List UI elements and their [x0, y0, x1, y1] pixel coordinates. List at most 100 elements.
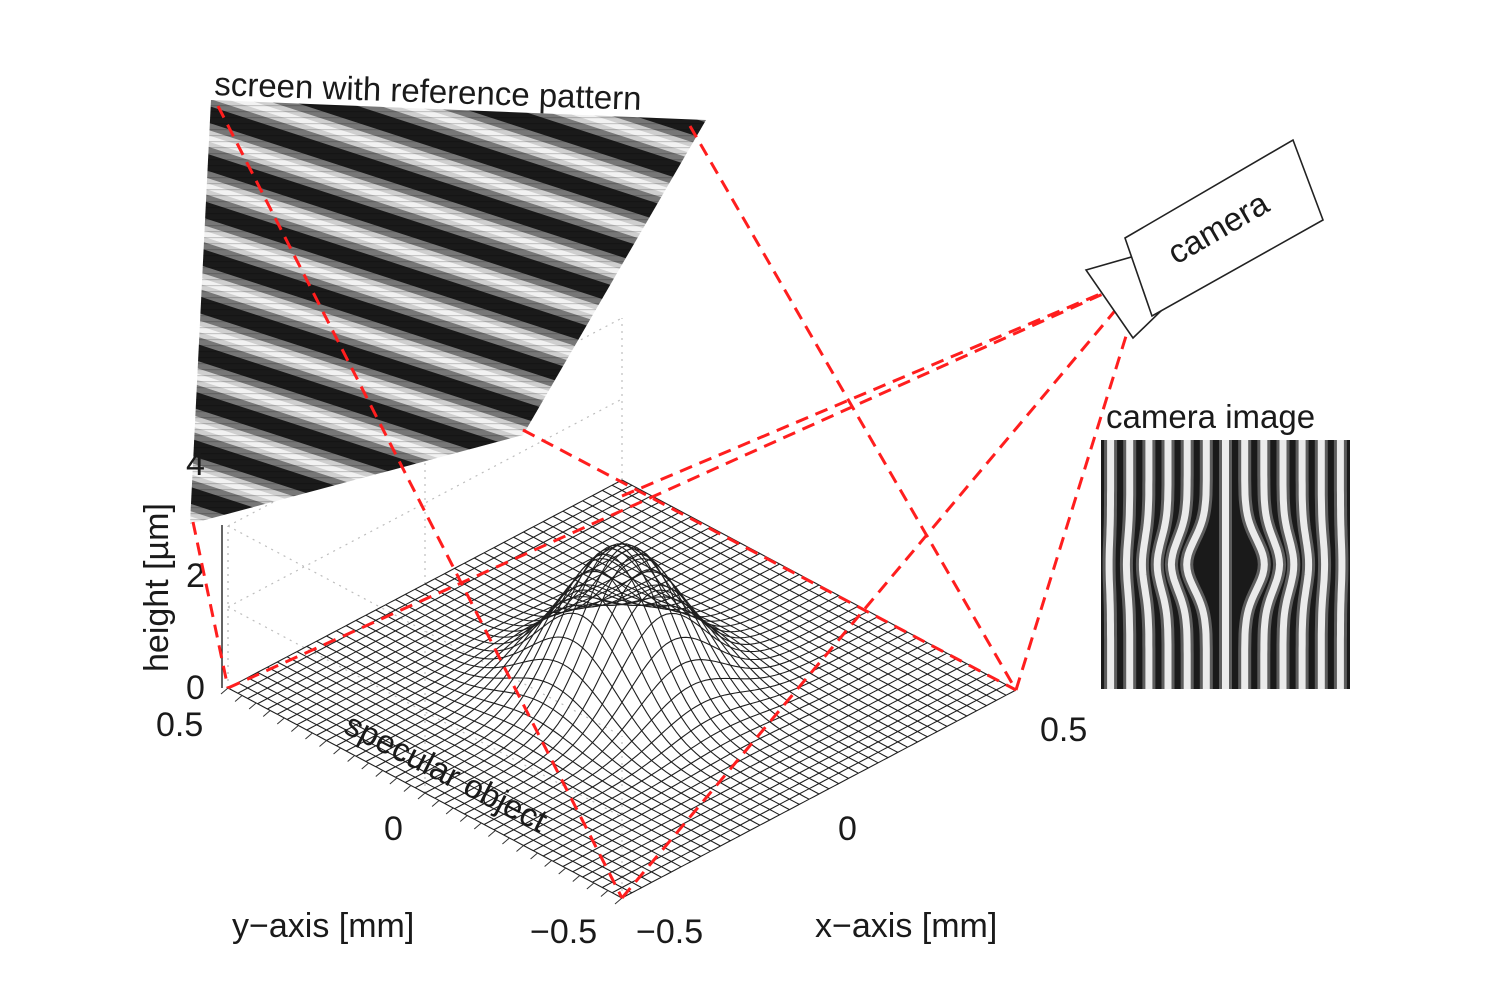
mesh-line [414, 553, 810, 800]
reference-screen [190, 100, 706, 524]
tick-mark [473, 822, 482, 830]
tick-mark [389, 777, 398, 785]
tick-mark [516, 845, 524, 852]
mesh-line [247, 490, 642, 699]
mesh-line [336, 537, 731, 747]
tick-mark [305, 732, 313, 740]
camera-body [1124, 138, 1324, 318]
z-tick-label: 4 [186, 445, 205, 483]
x-tick-label: 0 [838, 810, 857, 848]
tick-mark [403, 785, 412, 792]
ray [522, 428, 1017, 692]
ray [216, 105, 624, 899]
light-rays [191, 105, 1147, 899]
camera: camera [1084, 138, 1324, 340]
mesh-line [602, 489, 997, 701]
mesh-line [424, 545, 820, 794]
mesh-line [257, 495, 652, 705]
mesh-line [533, 526, 928, 738]
camera-fringe [1336, 440, 1346, 689]
mesh-line [523, 531, 918, 743]
camera-fringe [1122, 440, 1134, 689]
tick-mark [276, 717, 285, 725]
tick-mark [361, 762, 370, 770]
tick-mark [417, 792, 426, 800]
mesh-line [326, 532, 721, 741]
mesh-line [277, 505, 672, 715]
mesh-line [296, 516, 692, 726]
camera-fringe [1183, 440, 1210, 689]
tick-mark [262, 710, 271, 717]
mesh-line [542, 521, 938, 733]
tick-mark [558, 867, 567, 875]
tick-mark [347, 755, 355, 762]
y-tick-label: −0.5 [530, 913, 597, 951]
ray [620, 274, 1147, 899]
tick-mark [445, 807, 454, 815]
camera-fringe [1105, 440, 1115, 689]
tick-mark [220, 687, 229, 695]
camera-fringe [1167, 440, 1191, 689]
camera-fringe [1317, 440, 1329, 689]
y-axis-label: y−axis [mm] [232, 907, 414, 945]
z-tick-label: 2 [186, 557, 205, 595]
mesh-line [227, 479, 623, 689]
camera-fringe [1260, 440, 1284, 689]
mesh-line [444, 548, 839, 785]
camera-fringe [1153, 440, 1172, 689]
z-axis: 4 2 0 height [µm] [138, 445, 223, 707]
specular-object-surface [227, 479, 1017, 899]
mesh-line [267, 500, 662, 710]
tick-mark [530, 852, 538, 860]
tick-mark [375, 770, 384, 777]
tick-mark [600, 890, 609, 897]
camera-fringe [1298, 440, 1313, 689]
tick-mark [319, 740, 327, 747]
tick-mark [248, 702, 257, 710]
gridline [227, 606, 623, 818]
tick-mark [614, 897, 623, 905]
mesh-line [454, 558, 849, 779]
tick-mark [572, 875, 581, 882]
tick-mark [431, 800, 440, 807]
mesh-line [237, 484, 633, 694]
axis-ticks [220, 687, 623, 905]
tick-mark [586, 882, 595, 890]
tick-mark [234, 695, 243, 702]
ray [1014, 274, 1147, 691]
mesh-line [582, 500, 977, 712]
z-tick-label: 0 [186, 669, 205, 707]
x-tick-label: 0.5 [1040, 711, 1087, 749]
z-axis-label: height [µm] [138, 503, 176, 672]
mesh-line [552, 515, 948, 727]
mesh-line [621, 479, 1017, 691]
camera-fringe [1241, 440, 1268, 689]
camera-fringe [1279, 440, 1298, 689]
mesh-line [286, 511, 682, 720]
tick-mark [502, 837, 510, 845]
mesh-line [562, 510, 958, 722]
gridline [227, 525, 623, 737]
mesh-line [434, 543, 830, 790]
mesh-line [316, 526, 711, 736]
camera-image-label: camera image [1106, 398, 1315, 435]
mesh-line [592, 495, 987, 707]
mesh-line [513, 536, 908, 748]
y-tick-label: 0 [384, 810, 403, 848]
y-tick-label: 0.5 [156, 706, 203, 744]
camera-fringe [1138, 440, 1153, 689]
mesh-line [611, 484, 1007, 696]
mesh-line [405, 548, 800, 783]
x-axis-label: x−axis [mm] [815, 907, 997, 945]
ray [621, 273, 1146, 498]
tick-mark [544, 860, 552, 867]
mesh-line [306, 521, 702, 731]
ray [191, 521, 230, 689]
tick-mark [291, 725, 299, 732]
mesh-line [572, 505, 968, 717]
gridline [227, 398, 623, 608]
tick-mark [333, 747, 341, 755]
mesh-line [395, 558, 790, 778]
mesh-line [414, 543, 810, 789]
